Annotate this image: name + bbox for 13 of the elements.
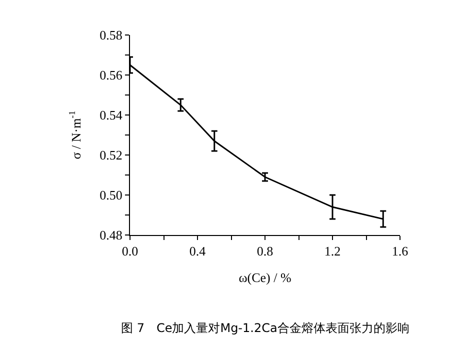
x-tick-label: 1.2 (324, 244, 341, 259)
y-tick-label: 0.56 (100, 68, 123, 83)
y-tick-label: 0.48 (100, 228, 122, 243)
x-axis-title: ω(Ce) / % (238, 270, 292, 286)
x-tick-label: 0.0 (122, 244, 138, 259)
caption: 图 7 Ce加入量对Mg-1.2Ca合金熔体表面张力的影响 (121, 321, 410, 335)
y-tick-label: 0.52 (100, 148, 122, 163)
y-tick-label: 0.58 (100, 28, 122, 43)
x-tick-label: 1.6 (392, 244, 409, 259)
x-tick-label: 0.4 (189, 244, 206, 259)
y-tick-label: 0.50 (100, 188, 122, 203)
y-tick-label: 0.54 (100, 108, 123, 123)
x-tick-label: 0.8 (256, 244, 274, 259)
